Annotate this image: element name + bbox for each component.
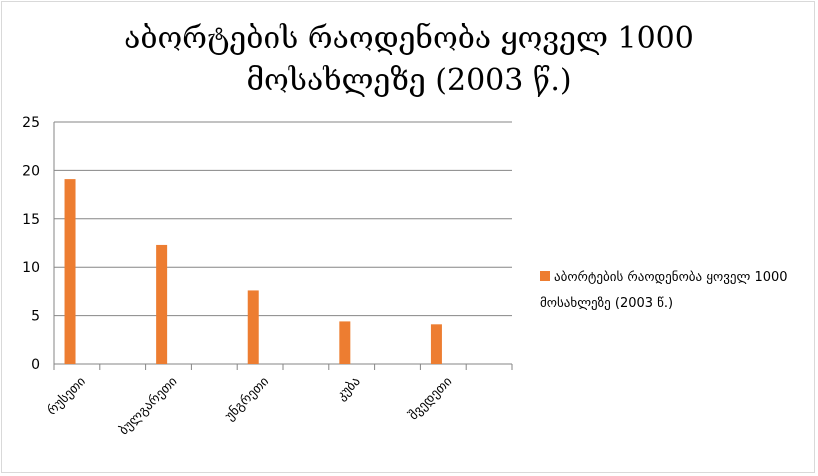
chart-title-line-2: მოსახლეზე (2003 წ.): [246, 63, 572, 98]
y-tick-label-15: 15: [22, 212, 40, 228]
legend-swatch: [540, 271, 550, 281]
legend-label: აბორტების რაოდენობა ყოველ 1000 მოსახლეზე…: [540, 270, 788, 311]
x-tick-label-1: რუსეთი: [45, 374, 90, 419]
chart-title: აბორტების რაოდენობა ყოველ 1000 მოსახლეზე…: [0, 18, 818, 102]
x-tick-label-4: კუბა: [334, 374, 364, 404]
y-tick-label-5: 5: [31, 309, 40, 325]
bar-4: [339, 321, 351, 364]
y-tick-label-25: 25: [22, 115, 40, 131]
bar-1: [64, 179, 76, 364]
y-tick-label-20: 20: [22, 163, 40, 179]
y-tick-label-10: 10: [22, 260, 40, 276]
bar-2: [156, 244, 168, 364]
x-tick-label-3: უნგრეთი: [222, 374, 272, 424]
chart-title-line-1: აბორტების რაოდენობა ყოველ 1000: [124, 21, 694, 56]
y-tick-label-0: 0: [31, 357, 40, 373]
x-tick-label-2: ბულგარეთი: [116, 374, 180, 438]
legend: აბორტების რაოდენობა ყოველ 1000 მოსახლეზე…: [540, 265, 800, 317]
bar-5: [430, 324, 442, 364]
bar-3: [247, 290, 259, 364]
x-tick-label-5: შვედეთი: [406, 374, 455, 423]
